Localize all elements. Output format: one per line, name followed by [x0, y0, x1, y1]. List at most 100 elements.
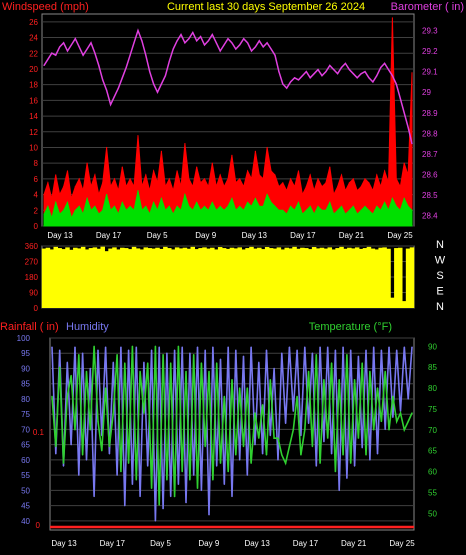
humidity-point — [361, 447, 363, 449]
wind-point — [113, 205, 116, 207]
wind-point — [391, 197, 394, 200]
direction-bar — [409, 247, 415, 308]
barometer-point — [78, 46, 80, 48]
rain-tick-label: 0.1 — [33, 428, 45, 437]
direction-bar — [61, 249, 66, 308]
temperature-axis-label: Temperature (°F) — [309, 321, 392, 333]
temperature-tick-label: 70 — [428, 426, 437, 435]
wind-point — [387, 209, 390, 211]
barometer-point — [141, 40, 143, 42]
direction-bar — [253, 248, 258, 308]
direction-bar — [382, 247, 387, 308]
temperature-tick-label: 85 — [428, 363, 437, 372]
humidity-point — [353, 465, 356, 467]
barometer-point — [176, 40, 178, 42]
gust-point — [156, 182, 159, 184]
temperature-point — [342, 454, 344, 456]
humidity-point — [162, 507, 164, 510]
barometer-tick-label: 28.5 — [422, 191, 438, 200]
compass-label: S — [436, 270, 443, 282]
wind-x-tick-label: Day 17 — [96, 231, 122, 240]
gust-point — [184, 142, 186, 145]
direction-bar — [335, 248, 340, 308]
barometer-point — [180, 33, 182, 36]
direction-bar — [116, 249, 121, 308]
gust-point — [176, 170, 178, 172]
barometer-point — [282, 83, 284, 85]
barometer-point — [235, 48, 237, 50]
barometer-point — [113, 95, 116, 97]
temperature-point — [380, 420, 383, 423]
barometer-point — [360, 73, 362, 75]
humidity-point — [51, 346, 53, 348]
barometer-point — [399, 97, 401, 99]
direction-bar — [233, 248, 239, 308]
barometer-point — [278, 71, 280, 73]
temperature-point — [411, 412, 413, 414]
gust-point — [98, 193, 100, 196]
barometer-point — [383, 62, 386, 64]
direction-bar — [394, 248, 399, 308]
wind-point — [121, 201, 123, 204]
temperature-point — [189, 479, 191, 481]
direction-bar — [300, 247, 305, 308]
barometer-point — [313, 73, 315, 75]
wind-point — [129, 205, 131, 207]
gust-point — [340, 174, 343, 176]
wind-point — [137, 190, 139, 192]
barometer-point — [340, 66, 343, 69]
barometer-point — [395, 83, 397, 85]
direction-bar — [280, 249, 286, 308]
gust-point — [145, 174, 147, 176]
wind-point — [66, 201, 69, 204]
gust-point — [368, 182, 370, 184]
direction-bar — [217, 247, 223, 308]
gust-point — [168, 178, 170, 180]
temperature-point — [238, 387, 241, 389]
direction-bar — [405, 248, 411, 308]
humidity-point — [231, 495, 233, 498]
humidity-point — [127, 349, 130, 351]
wind-point — [125, 209, 127, 211]
barometer-point — [364, 71, 366, 73]
humidity-point — [74, 346, 76, 348]
temperature-point — [104, 387, 107, 389]
direction-bar — [190, 246, 196, 308]
direction-tick-label: 90 — [29, 289, 38, 298]
direction-bar — [210, 247, 215, 308]
compass-label: N — [436, 239, 444, 251]
direction-bar — [241, 249, 246, 308]
temperature-point — [304, 429, 306, 431]
wind-point — [199, 209, 202, 211]
humidity-point — [334, 349, 337, 351]
gust-point — [243, 186, 245, 188]
temperature-point — [177, 345, 180, 348]
direction-bar — [45, 247, 51, 308]
wind-point — [51, 217, 53, 219]
direction-bar — [88, 248, 94, 308]
wind-tick-label: 24 — [29, 34, 38, 43]
gust-point — [164, 186, 166, 188]
humidity-point — [238, 459, 241, 461]
humidity-point — [139, 495, 141, 498]
direction-bar — [276, 247, 282, 308]
humidity-point — [407, 398, 409, 400]
barometer-point — [321, 75, 323, 77]
wind-point — [74, 209, 76, 211]
wind-axis-label: Windspeed (mph) — [2, 1, 89, 13]
wind-point — [78, 205, 80, 207]
barometer-point — [55, 54, 57, 56]
humidity-point — [254, 443, 256, 446]
temperature-point — [330, 362, 333, 364]
humidity-point — [181, 346, 183, 348]
direction-bar — [65, 247, 70, 308]
gust-point — [297, 170, 300, 172]
wind-point — [207, 209, 210, 211]
barometer-point — [211, 33, 213, 36]
wind-x-tick-label: Day 21 — [339, 231, 365, 240]
barometer-tick-label: 29.1 — [422, 68, 438, 77]
temperature-point — [208, 370, 210, 373]
humidity-point — [261, 453, 264, 455]
humidity-point — [327, 346, 329, 348]
gust-point — [211, 162, 213, 164]
